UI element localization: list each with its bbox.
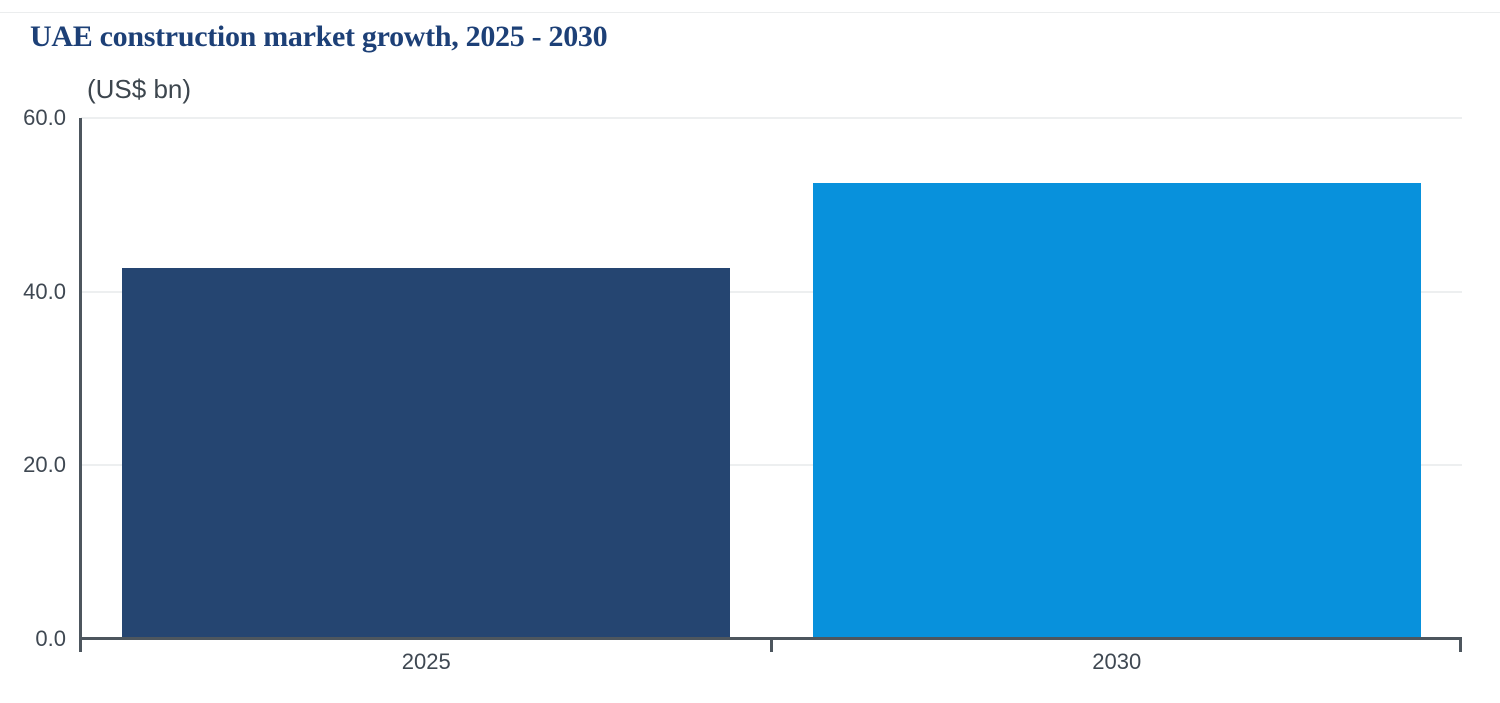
- y-axis-unit-label: (US$ bn): [87, 74, 192, 104]
- x-axis-tick: [770, 637, 773, 652]
- x-axis-category-label: 2025: [401, 649, 451, 674]
- chart-title: UAE construction market growth, 2025 - 2…: [30, 20, 608, 53]
- top-divider-line: [0, 12, 1500, 13]
- x-axis-category-label: 2030: [1092, 649, 1142, 674]
- y-axis-line: [79, 118, 82, 652]
- bar-2030: [812, 183, 1421, 640]
- bar-2025: [122, 268, 731, 640]
- y-axis-tick-label: 60.0: [23, 105, 66, 130]
- gridline-20: [81, 464, 1462, 467]
- y-axis-tick-label: 40.0: [23, 278, 66, 304]
- y-axis-tick-label: 0.0: [35, 626, 66, 651]
- y-axis-tick-label: 20.0: [23, 452, 66, 478]
- x-axis-tick: [1459, 637, 1462, 652]
- gridline-60: [81, 117, 1462, 119]
- gridline-40: [81, 290, 1462, 293]
